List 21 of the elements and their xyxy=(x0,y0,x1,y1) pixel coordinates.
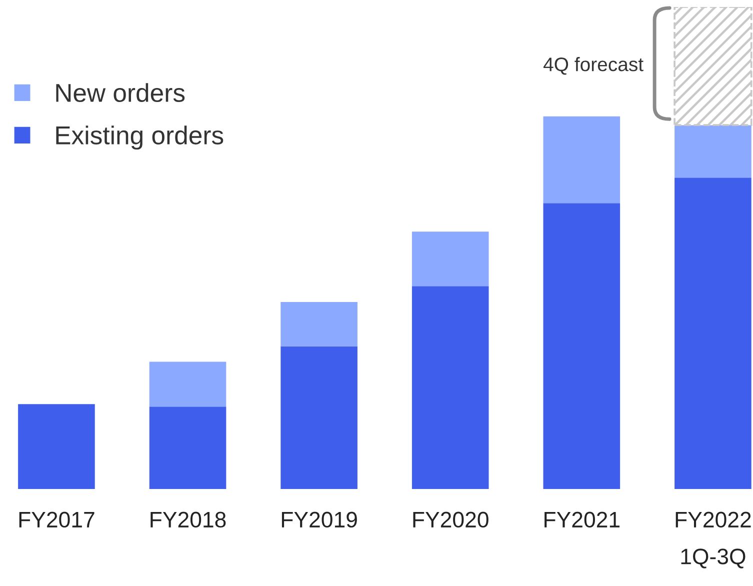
bar xyxy=(674,7,752,126)
bar xyxy=(280,302,358,346)
legend-label: New orders xyxy=(56,83,185,102)
bar xyxy=(149,406,226,489)
x-tick-label: FY2022 1Q-3Q xyxy=(676,512,751,568)
bar xyxy=(543,203,620,489)
x-tick-label: FY2021 xyxy=(544,512,620,528)
x-tick-label: FY2018 xyxy=(150,512,226,528)
bar xyxy=(412,232,489,286)
bar xyxy=(674,125,752,178)
bar xyxy=(18,404,95,489)
legend-label: Existing orders xyxy=(56,126,224,150)
bar xyxy=(674,178,752,489)
bar xyxy=(280,346,358,489)
annotation: 4Q forecast xyxy=(543,57,644,75)
bar xyxy=(543,116,620,204)
x-tick-label: FY2019 xyxy=(282,512,357,528)
bar xyxy=(149,362,226,407)
x-tick-label: FY2017 xyxy=(19,512,94,528)
bar xyxy=(412,286,489,489)
x-tick-label: FY2020 xyxy=(413,512,488,528)
